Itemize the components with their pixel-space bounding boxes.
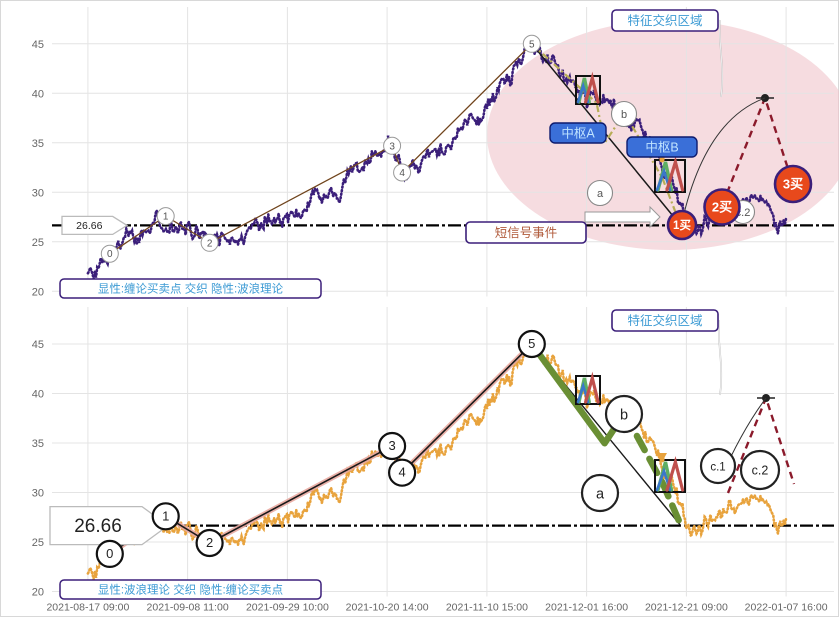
svg-text:2022-01-07 16:00: 2022-01-07 16:00 bbox=[745, 602, 828, 614]
svg-text:2021-09-29 10:00: 2021-09-29 10:00 bbox=[246, 602, 329, 614]
svg-text:26.66: 26.66 bbox=[74, 516, 122, 537]
svg-text:2021-12-01 16:00: 2021-12-01 16:00 bbox=[545, 602, 628, 614]
svg-text:1买: 1买 bbox=[673, 219, 691, 232]
svg-text:40: 40 bbox=[32, 88, 44, 100]
svg-text:5: 5 bbox=[529, 39, 535, 50]
svg-text:25: 25 bbox=[32, 537, 44, 549]
svg-text:2: 2 bbox=[207, 238, 213, 249]
svg-text:35: 35 bbox=[32, 438, 44, 450]
svg-text:45: 45 bbox=[32, 339, 44, 351]
svg-text:c.1: c.1 bbox=[710, 461, 725, 473]
svg-text:2021-09-08 11:00: 2021-09-08 11:00 bbox=[147, 602, 229, 614]
svg-text:2021-12-21 09:00: 2021-12-21 09:00 bbox=[645, 602, 728, 614]
svg-text:30: 30 bbox=[32, 187, 44, 199]
svg-text:30: 30 bbox=[32, 488, 44, 500]
svg-text:特征交织区域: 特征交织区域 bbox=[627, 13, 702, 28]
svg-text:显性:波浪理论 交织 隐性:缠论买卖点: 显性:波浪理论 交织 隐性:缠论买卖点 bbox=[98, 583, 283, 597]
svg-text:2: 2 bbox=[206, 535, 213, 550]
svg-text:显性:缠论买卖点 交织 隐性:波浪理论: 显性:缠论买卖点 交织 隐性:波浪理论 bbox=[98, 282, 284, 296]
svg-text:2021-10-20 14:00: 2021-10-20 14:00 bbox=[346, 602, 429, 614]
svg-text:中枢A: 中枢A bbox=[561, 125, 595, 140]
svg-text:中枢B: 中枢B bbox=[645, 139, 678, 154]
svg-text:26.66: 26.66 bbox=[76, 220, 102, 232]
svg-text:20: 20 bbox=[32, 286, 44, 298]
svg-text:0: 0 bbox=[106, 546, 113, 561]
svg-text:特征交织区域: 特征交织区域 bbox=[627, 313, 702, 328]
svg-text:短信号事件: 短信号事件 bbox=[495, 226, 558, 240]
svg-text:2买: 2买 bbox=[712, 200, 732, 215]
svg-text:20: 20 bbox=[32, 587, 44, 599]
svg-text:3买: 3买 bbox=[783, 177, 803, 192]
svg-text:40: 40 bbox=[32, 389, 44, 401]
svg-text:4: 4 bbox=[398, 465, 405, 480]
svg-text:c.2: c.2 bbox=[752, 464, 769, 478]
svg-text:2021-08-17 09:00: 2021-08-17 09:00 bbox=[46, 602, 129, 614]
svg-text:35: 35 bbox=[32, 138, 44, 150]
svg-text:2021-11-10 15:00: 2021-11-10 15:00 bbox=[446, 602, 528, 614]
svg-text:1: 1 bbox=[163, 212, 169, 223]
svg-text:0: 0 bbox=[107, 249, 113, 260]
svg-text:1: 1 bbox=[162, 508, 169, 523]
svg-text:a: a bbox=[596, 486, 605, 502]
svg-text:b: b bbox=[621, 109, 627, 121]
svg-text:45: 45 bbox=[32, 39, 44, 51]
svg-text:5: 5 bbox=[528, 336, 535, 351]
svg-text:25: 25 bbox=[32, 237, 44, 249]
svg-text:3: 3 bbox=[389, 141, 395, 152]
svg-text:4: 4 bbox=[399, 168, 405, 179]
svg-text:b: b bbox=[620, 407, 628, 423]
svg-text:a: a bbox=[597, 188, 604, 200]
svg-text:3: 3 bbox=[388, 438, 395, 453]
